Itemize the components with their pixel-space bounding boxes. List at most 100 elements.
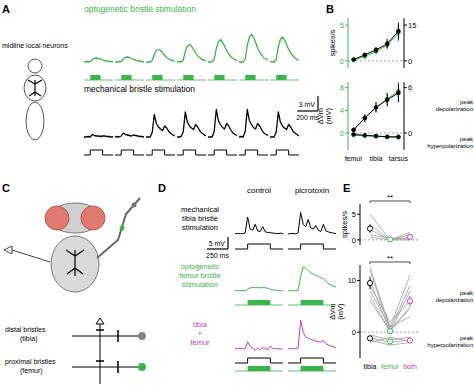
zero-line xyxy=(348,133,404,134)
stimulus-step xyxy=(270,150,299,155)
tick xyxy=(404,60,407,61)
tick-label: 0 xyxy=(352,236,356,245)
circuit-node xyxy=(138,332,146,340)
scale-bar-x xyxy=(207,248,228,249)
stimulus-light xyxy=(214,75,224,80)
panel-label: D xyxy=(158,182,166,194)
stimulus-light xyxy=(301,366,324,371)
fly-head xyxy=(28,59,42,73)
diagram-label: (femur) xyxy=(20,367,43,375)
panel-label: E xyxy=(343,182,350,194)
marker xyxy=(407,234,412,239)
circuit xyxy=(100,318,101,384)
marker xyxy=(387,237,392,242)
category-label: tibia xyxy=(364,363,377,370)
trace-group xyxy=(208,110,237,138)
marker xyxy=(374,106,378,110)
marker xyxy=(385,135,389,139)
marker xyxy=(407,299,412,304)
trace xyxy=(177,112,206,137)
electrode xyxy=(12,250,50,262)
trace-group xyxy=(115,57,144,62)
synapse xyxy=(96,330,118,373)
scale-bar-y xyxy=(227,237,228,249)
stimulus-step xyxy=(115,150,144,155)
trace xyxy=(146,115,175,138)
axis-line xyxy=(348,82,349,150)
trace-group xyxy=(239,35,268,63)
diagram-label: proximal bristles xyxy=(5,358,56,366)
marker xyxy=(374,48,378,52)
trace-group xyxy=(235,287,283,291)
category-label: femur xyxy=(381,363,400,370)
marker xyxy=(352,133,356,137)
trace xyxy=(235,342,283,350)
tick-label: 0 xyxy=(340,129,344,138)
trace xyxy=(115,133,144,137)
marker xyxy=(352,58,356,62)
column-title: picrotoxin xyxy=(295,186,329,195)
axis-title: (mV) xyxy=(324,107,333,124)
cell-line xyxy=(370,291,410,327)
annotation: peak xyxy=(460,99,474,105)
trace-group xyxy=(235,342,283,350)
series-line xyxy=(354,33,399,60)
tick-label: 0 xyxy=(408,129,412,138)
stimulus-step xyxy=(235,358,283,363)
marker xyxy=(363,116,367,120)
marker xyxy=(397,29,401,33)
fly-eye xyxy=(81,206,105,230)
tick xyxy=(357,280,360,281)
row-title: optogenetic xyxy=(181,262,220,271)
trace xyxy=(288,320,336,349)
circuit xyxy=(72,367,138,368)
stimulus-light xyxy=(121,75,131,80)
marker xyxy=(374,134,378,138)
annotation: hyperpolarization xyxy=(427,143,473,149)
marker xyxy=(397,91,401,95)
neuron-icon xyxy=(66,250,84,276)
marker xyxy=(385,97,389,101)
stimulus-light xyxy=(152,75,162,80)
marker xyxy=(367,226,372,231)
panel-label: A xyxy=(2,3,10,15)
trace xyxy=(115,57,144,62)
cell-line xyxy=(370,214,410,240)
trace xyxy=(84,58,113,62)
title: mechanical bristle stimulation xyxy=(84,84,195,94)
trace-group xyxy=(146,115,175,138)
fly-thorax xyxy=(24,75,46,101)
tick xyxy=(404,133,407,134)
stimulus-light xyxy=(90,75,100,80)
annotation: hyperpolarization xyxy=(427,342,473,348)
significance: ** xyxy=(387,254,393,263)
marker xyxy=(374,135,378,139)
tick-label: 6 xyxy=(408,83,412,92)
circuit xyxy=(72,336,138,337)
tick xyxy=(404,87,407,88)
tick xyxy=(357,239,360,240)
series-line xyxy=(354,31,399,59)
marker xyxy=(385,135,389,139)
trace xyxy=(235,287,283,291)
stimulus-light xyxy=(248,366,271,371)
fly-thorax xyxy=(51,236,99,292)
trace-group xyxy=(177,112,206,137)
category-label: tibia xyxy=(370,155,383,162)
scale-bar-x xyxy=(297,110,318,111)
category-label: both xyxy=(403,363,417,370)
bristle-femur xyxy=(120,226,125,231)
trace xyxy=(239,35,268,63)
marker xyxy=(352,128,356,132)
trace-group xyxy=(84,135,113,138)
trace-group xyxy=(115,133,144,137)
row-title: tibia xyxy=(193,320,208,329)
marker xyxy=(385,98,389,102)
trace-group xyxy=(288,320,336,349)
zero-line xyxy=(348,60,404,61)
circuit-output xyxy=(96,318,104,324)
stimulus-step xyxy=(84,150,113,155)
trace-group xyxy=(146,50,175,63)
axis-line xyxy=(360,265,361,358)
tick-label: 0 xyxy=(352,328,356,337)
